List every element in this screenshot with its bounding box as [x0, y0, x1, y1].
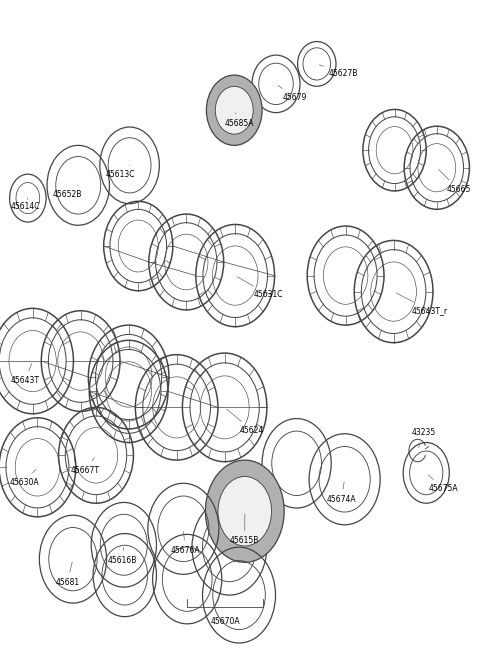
Text: 45630A: 45630A [10, 470, 39, 487]
Text: 45631C: 45631C [238, 277, 283, 299]
Text: 45681: 45681 [55, 562, 79, 587]
Ellipse shape [216, 86, 253, 134]
Text: 45667T: 45667T [71, 458, 100, 475]
Ellipse shape [205, 460, 284, 563]
Text: 45616B: 45616B [108, 548, 137, 565]
Text: 45674A: 45674A [326, 482, 356, 504]
Text: 45624: 45624 [227, 409, 264, 435]
Text: 45614C: 45614C [11, 198, 40, 212]
Ellipse shape [206, 75, 262, 145]
Text: 45675A: 45675A [428, 475, 458, 493]
Text: 45676A: 45676A [170, 532, 200, 555]
Text: 45685A: 45685A [225, 113, 254, 128]
Text: 45615B: 45615B [230, 514, 260, 545]
Text: 45652B: 45652B [53, 185, 82, 199]
Text: 43235: 43235 [412, 428, 436, 448]
Text: 45613C: 45613C [106, 165, 135, 179]
Text: 45643T: 45643T [11, 364, 39, 385]
Text: 45643T_r: 45643T_r [396, 293, 448, 315]
Text: 45670A: 45670A [210, 616, 240, 626]
Text: 45627B: 45627B [319, 65, 358, 78]
Ellipse shape [218, 476, 272, 546]
Text: 45679: 45679 [278, 86, 307, 102]
Text: 45665: 45665 [439, 170, 471, 194]
